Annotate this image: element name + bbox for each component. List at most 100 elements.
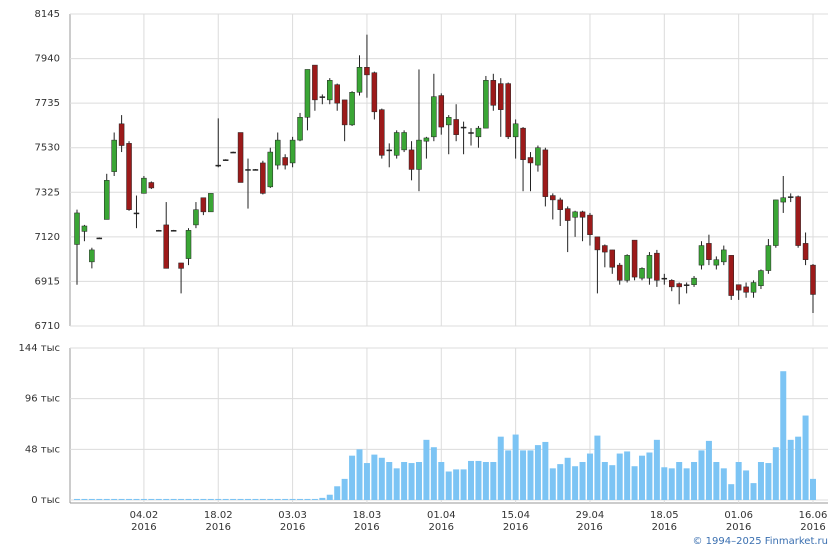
y-tick-label: 7940	[35, 54, 60, 65]
volume-bar	[549, 468, 556, 500]
candle-body	[646, 255, 653, 279]
y-tick-label: 6915	[35, 276, 60, 287]
candle-body	[550, 195, 556, 201]
x-tick-year: 2016	[354, 522, 379, 533]
volume-bar	[88, 498, 95, 500]
volume-bar	[192, 498, 199, 500]
x-tick-label: 01.04	[427, 510, 456, 521]
candle-body	[416, 139, 422, 170]
candle-body	[750, 282, 757, 293]
candle-body	[475, 127, 482, 138]
volume-bar	[453, 469, 460, 500]
candle-body	[773, 199, 779, 246]
x-tick-label: 29.04	[576, 510, 605, 521]
volume-bar	[698, 450, 705, 500]
candle-body	[200, 197, 207, 213]
candle-body	[802, 243, 809, 260]
volume-bar	[624, 451, 631, 500]
candle-body	[683, 284, 690, 286]
volume-bar	[616, 453, 623, 500]
volume-bar	[185, 498, 192, 500]
volume-bar	[497, 436, 504, 500]
volume-bar	[601, 462, 608, 500]
candle-body	[557, 199, 563, 210]
volume-bar	[274, 498, 281, 500]
volume-bar	[311, 498, 318, 500]
candle-body	[735, 284, 742, 291]
candle-body	[594, 236, 601, 251]
x-tick-year: 2016	[726, 522, 751, 533]
candle-body	[453, 119, 459, 135]
x-tick-label: 18.02	[204, 510, 233, 521]
candle-body	[728, 255, 734, 296]
volume-bar	[155, 498, 162, 500]
y-tick-label: 0 тыс	[31, 495, 60, 506]
volume-bar	[557, 464, 564, 500]
candle-body	[408, 149, 415, 170]
candle-body	[163, 224, 169, 269]
candle-body	[431, 96, 437, 138]
volume-bar	[334, 486, 341, 500]
volume-bar	[520, 450, 527, 500]
volume-bar	[780, 371, 787, 500]
candle-body	[327, 80, 333, 101]
y-tick-label: 6710	[35, 321, 60, 332]
volume-bar	[111, 498, 118, 500]
volume-bar	[527, 450, 534, 500]
volume-bar	[401, 462, 408, 500]
candle-body	[237, 132, 244, 183]
candle-body	[505, 83, 511, 138]
volume-bar	[237, 498, 244, 500]
candle-body	[445, 117, 452, 126]
volume-bar	[178, 498, 185, 500]
volume-bar	[96, 498, 103, 500]
volume-bar	[668, 468, 675, 500]
candle-body	[222, 159, 229, 161]
volume-bar	[743, 470, 750, 500]
volume-bar	[319, 497, 326, 500]
x-tick-label: 18.03	[353, 510, 382, 521]
candle-body	[126, 143, 132, 210]
candle-body	[245, 169, 251, 171]
x-tick-year: 2016	[429, 522, 454, 533]
volume-bar	[728, 484, 735, 500]
volume-bar	[542, 441, 549, 500]
volume-bar	[445, 471, 452, 500]
candle-body	[542, 149, 549, 197]
y-tick-label: 144 тыс	[19, 343, 60, 354]
volume-bar	[408, 463, 415, 500]
x-tick-year: 2016	[503, 522, 528, 533]
candle-body	[527, 157, 534, 164]
y-tick-label: 8145	[35, 9, 60, 20]
candle-body	[312, 64, 318, 101]
volume-bar	[586, 453, 593, 500]
volume-bar	[482, 462, 489, 500]
volume-bar	[468, 460, 475, 500]
volume-bar	[802, 415, 809, 500]
candle-body	[208, 193, 214, 213]
candle-body	[319, 96, 326, 98]
candle-body	[379, 109, 385, 156]
volume-bar	[259, 498, 266, 500]
candle-body	[661, 277, 668, 280]
candle-body	[304, 69, 311, 118]
candle-body	[401, 132, 407, 151]
candle-body	[698, 245, 705, 266]
volume-bar	[594, 435, 601, 500]
x-tick-year: 2016	[280, 522, 305, 533]
candle-body	[260, 162, 266, 194]
candle-body	[602, 245, 608, 253]
candle-body	[341, 99, 348, 126]
candle-body	[289, 139, 296, 164]
footer: © 1994–2025 Finmarket.ru	[692, 536, 828, 547]
volume-bar	[572, 466, 579, 500]
x-tick-label: 04.02	[130, 510, 159, 521]
candle-body	[810, 264, 816, 295]
volume-bar	[200, 498, 207, 500]
candle-body	[706, 243, 712, 260]
candle-body	[787, 196, 794, 198]
candle-body	[274, 139, 281, 166]
candle-body	[334, 84, 340, 104]
candle-body	[133, 212, 140, 215]
volume-bar	[133, 498, 140, 500]
